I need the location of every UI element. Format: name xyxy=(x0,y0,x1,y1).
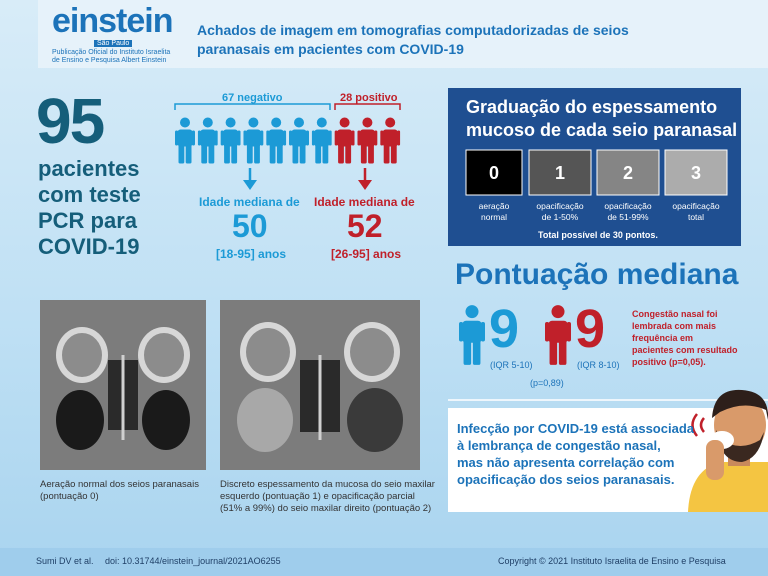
person-icon xyxy=(175,117,195,164)
note-line: pacientes com resultado xyxy=(632,345,738,355)
grade-label: aeração xyxy=(478,201,510,211)
grading-title-line: mucoso de cada seio paranasal xyxy=(466,120,738,140)
conclusion: Infecção por COVID-19 está associada à l… xyxy=(457,420,694,488)
publisher-line: de Ensino e Pesquisa Albert Einstein xyxy=(52,57,167,64)
grade-box xyxy=(465,149,523,196)
grading-title-line: Graduação do espessamento xyxy=(466,97,718,117)
conclusion-line: à lembrança de congestão nasal, xyxy=(457,438,661,453)
negative-score: 9 xyxy=(489,299,520,359)
grade-label: de 1-50% xyxy=(541,212,579,222)
grade-box xyxy=(664,149,728,196)
caption-line: Discreto espessamento da mucosa do seio … xyxy=(220,479,435,490)
negative-age-range: [18-95] anos xyxy=(216,247,287,261)
negative-iqr: (IQR 5-10) xyxy=(490,360,533,370)
header-band xyxy=(38,0,768,68)
negative-age: 50 xyxy=(232,208,268,244)
caption-line: Aeração normal dos seios paranasais xyxy=(40,479,199,490)
title-line: paranasais em pacientes com COVID-19 xyxy=(197,41,464,57)
grade-label: opacificação xyxy=(536,201,584,211)
grade-score: 0 xyxy=(489,163,499,183)
person-icon xyxy=(311,117,332,164)
congested-person-illustration xyxy=(688,389,768,512)
title-line: Achados de imagem em tomografias computa… xyxy=(197,22,629,38)
negative-arrow xyxy=(243,168,257,190)
positive-label: 28 positivo xyxy=(340,92,398,104)
description-line: pacientes xyxy=(38,156,140,181)
ct-image-2 xyxy=(220,300,420,470)
positive-age: 52 xyxy=(347,208,383,244)
logo: einstein xyxy=(52,2,173,40)
grading-scale: 0 1 2 3 xyxy=(465,149,728,196)
positive-person xyxy=(545,305,571,365)
conclusion-line: Infecção por COVID-19 está associada xyxy=(457,421,694,436)
grade-label: opacificação xyxy=(672,201,720,211)
positive-age-range: [26-95] anos xyxy=(331,247,402,261)
grade-label: total xyxy=(687,212,705,222)
patient-total: 95 xyxy=(36,85,105,157)
grade-score: 3 xyxy=(691,163,701,183)
negative-age-label: Idade mediana de xyxy=(199,195,300,209)
person-icon xyxy=(266,117,287,164)
person-icon xyxy=(380,117,401,164)
grade-score: 1 xyxy=(555,163,565,183)
person-icon xyxy=(289,117,309,164)
median-note: Congestão nasal foi lembrada com mais fr… xyxy=(632,308,738,368)
conclusion-line: opacificação dos seios paranasais. xyxy=(457,472,675,487)
conclusion-line: mas não apresenta correlação com xyxy=(457,455,675,470)
note-line: Congestão nasal foi xyxy=(632,309,718,319)
patient-description: pacientes com teste PCR para COVID-19 xyxy=(38,156,141,260)
caption-line: (pontuação 0) xyxy=(40,491,99,502)
positive-arrow xyxy=(358,168,372,190)
note-line: frequência em xyxy=(632,333,694,343)
description-line: com teste xyxy=(38,182,141,207)
person-icon xyxy=(357,117,378,164)
negative-person xyxy=(459,305,485,365)
p-value: (p=0,89) xyxy=(530,378,564,388)
publisher-line: Publicação Oficial do Instituto Israelit… xyxy=(52,49,171,56)
grade-label: opacificação xyxy=(604,201,652,211)
grade-box xyxy=(596,149,660,196)
person-icon xyxy=(197,117,218,164)
grade-box xyxy=(528,149,592,196)
positive-score: 9 xyxy=(575,299,606,359)
ct-image-1 xyxy=(40,300,206,470)
grade-label: de 51-99% xyxy=(607,212,649,222)
caption-line: esquerdo (pontuação 1) e opacificação pa… xyxy=(220,491,415,502)
citation: Sumi DV et al. xyxy=(36,556,94,566)
grading-note: Total possível de 30 pontos. xyxy=(538,230,658,240)
note-line: lembrada com mais xyxy=(632,321,717,331)
person-icon xyxy=(220,117,241,164)
median-title: Pontuação mediana xyxy=(455,258,739,291)
person-icon xyxy=(334,117,355,164)
note-line: positivo (p=0,05). xyxy=(632,357,706,367)
positive-iqr: (IQR 8-10) xyxy=(577,360,620,370)
logo-subtitle: São Paulo xyxy=(94,40,133,47)
image-caption: Discreto espessamento da mucosa do seio … xyxy=(220,479,435,515)
people-row xyxy=(175,117,401,164)
doi: doi: 10.31744/einstein_journal/2021AO625… xyxy=(105,556,281,566)
grade-score: 2 xyxy=(623,163,633,183)
footer-band xyxy=(0,548,768,576)
image-caption: Aeração normal dos seios paranasais (pon… xyxy=(40,479,199,503)
negative-bracket xyxy=(174,103,331,110)
person-icon xyxy=(243,117,264,164)
description-line: COVID-19 xyxy=(38,234,140,259)
positive-bracket xyxy=(334,103,401,110)
negative-label: 67 negativo xyxy=(222,92,283,104)
description-line: PCR para xyxy=(38,208,138,233)
copyright: Copyright © 2021 Instituto Israelita de … xyxy=(498,556,726,566)
positive-age-label: Idade mediana de xyxy=(314,195,415,209)
grade-label: normal xyxy=(481,212,507,222)
caption-line: (51% a 99%) do seio maxilar direito (pon… xyxy=(220,503,432,514)
